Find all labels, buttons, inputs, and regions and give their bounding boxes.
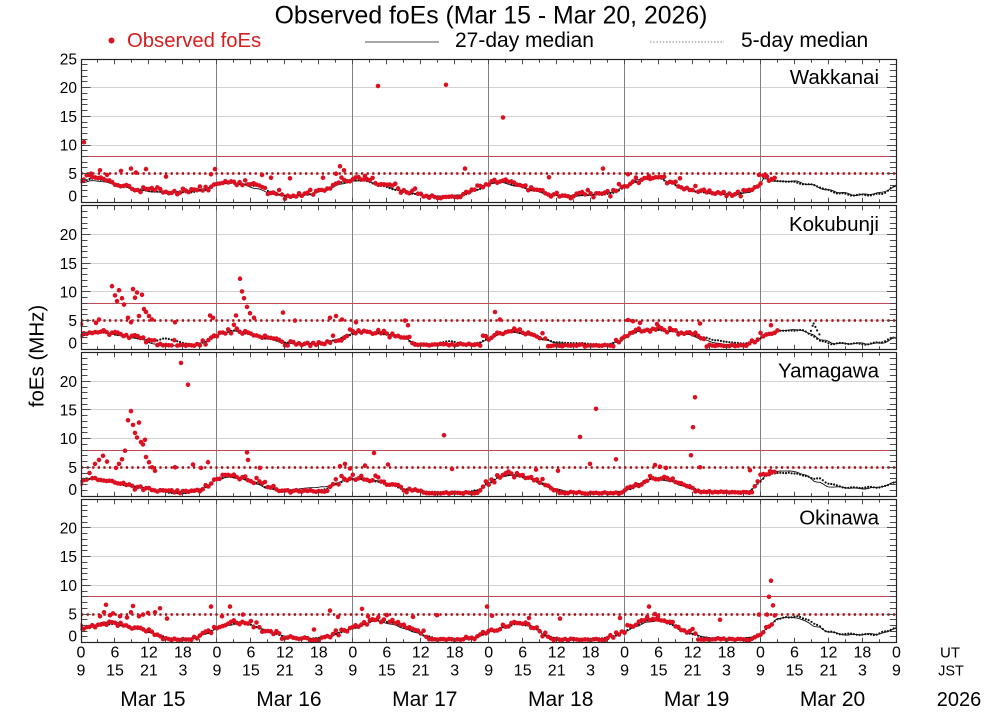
svg-text:10: 10 [60, 578, 78, 595]
svg-text:3: 3 [586, 663, 595, 680]
svg-text:12: 12 [684, 645, 702, 662]
svg-text:15: 15 [60, 109, 77, 126]
svg-text:0: 0 [756, 645, 765, 662]
svg-text:3: 3 [450, 663, 459, 680]
svg-text:10: 10 [60, 138, 78, 155]
svg-text:Okinawa: Okinawa [799, 506, 879, 529]
svg-text:5: 5 [68, 460, 77, 477]
svg-text:0: 0 [68, 335, 77, 352]
svg-text:10: 10 [60, 284, 78, 301]
svg-text:Kokubunji: Kokubunji [789, 213, 879, 236]
svg-text:5: 5 [68, 166, 77, 183]
svg-text:5-day median: 5-day median [741, 29, 868, 52]
svg-text:15: 15 [60, 256, 77, 273]
svg-text:Yamagawa: Yamagawa [778, 360, 880, 383]
svg-text:2026: 2026 [937, 689, 982, 711]
svg-text:0: 0 [68, 482, 77, 499]
svg-text:20: 20 [60, 80, 78, 97]
svg-text:12: 12 [276, 645, 294, 662]
svg-text:21: 21 [548, 663, 566, 680]
svg-text:9: 9 [756, 663, 765, 680]
svg-text:5: 5 [68, 607, 77, 624]
svg-text:21: 21 [276, 663, 294, 680]
svg-text:Mar 19: Mar 19 [664, 688, 729, 711]
svg-text:10: 10 [60, 431, 78, 448]
svg-text:0: 0 [212, 645, 221, 662]
svg-text:Wakkanai: Wakkanai [790, 66, 879, 89]
svg-text:20: 20 [60, 227, 78, 244]
svg-text:9: 9 [212, 663, 221, 680]
svg-text:21: 21 [412, 663, 430, 680]
svg-text:15: 15 [650, 663, 668, 680]
svg-text:18: 18 [582, 645, 600, 662]
svg-text:3: 3 [178, 663, 187, 680]
svg-text:18: 18 [854, 645, 872, 662]
svg-text:12: 12 [412, 645, 430, 662]
svg-text:6: 6 [790, 645, 799, 662]
svg-text:Mar 20: Mar 20 [800, 688, 865, 711]
svg-text:9: 9 [77, 663, 86, 680]
svg-text:15: 15 [106, 663, 124, 680]
svg-text:0: 0 [77, 645, 86, 662]
svg-text:0: 0 [484, 645, 493, 662]
svg-text:JST: JST [938, 664, 964, 680]
svg-text:15: 15 [378, 663, 396, 680]
svg-text:9: 9 [484, 663, 493, 680]
svg-text:0: 0 [892, 645, 901, 662]
svg-text:21: 21 [684, 663, 702, 680]
svg-text:foEs (MHz): foEs (MHz) [26, 305, 49, 408]
svg-text:6: 6 [654, 645, 663, 662]
svg-text:6: 6 [382, 645, 391, 662]
svg-text:Observed foEs (Mar 15 - Mar 20: Observed foEs (Mar 15 - Mar 20, 2026) [275, 3, 708, 30]
svg-text:18: 18 [310, 645, 328, 662]
svg-text:0: 0 [348, 645, 357, 662]
svg-text:12: 12 [140, 645, 158, 662]
svg-text:9: 9 [892, 663, 901, 680]
svg-text:12: 12 [548, 645, 566, 662]
svg-text:27-day median: 27-day median [455, 29, 594, 52]
svg-text:3: 3 [722, 663, 731, 680]
svg-text:6: 6 [111, 645, 120, 662]
svg-text:0: 0 [68, 188, 77, 205]
svg-text:Mar 18: Mar 18 [528, 688, 593, 711]
svg-text:18: 18 [718, 645, 736, 662]
svg-text:0: 0 [620, 645, 629, 662]
svg-text:20: 20 [60, 374, 78, 391]
svg-text:3: 3 [858, 663, 867, 680]
svg-text:5: 5 [68, 313, 77, 330]
svg-text:3: 3 [314, 663, 323, 680]
svg-text:Observed foEs: Observed foEs [127, 30, 261, 52]
svg-text:0: 0 [68, 629, 77, 646]
svg-text:Mar 17: Mar 17 [392, 688, 457, 711]
svg-text:18: 18 [174, 645, 192, 662]
svg-text:21: 21 [820, 663, 838, 680]
svg-text:25: 25 [60, 52, 77, 69]
svg-text:20: 20 [60, 521, 78, 538]
svg-text:9: 9 [620, 663, 629, 680]
svg-text:6: 6 [246, 645, 255, 662]
svg-text:21: 21 [140, 663, 158, 680]
svg-text:18: 18 [446, 645, 464, 662]
svg-text:15: 15 [786, 663, 804, 680]
svg-text:15: 15 [242, 663, 260, 680]
svg-text:UT: UT [940, 645, 960, 662]
svg-text:15: 15 [514, 663, 532, 680]
svg-text:15: 15 [60, 549, 77, 566]
svg-text:6: 6 [518, 645, 527, 662]
svg-text:9: 9 [348, 663, 357, 680]
svg-text:12: 12 [820, 645, 838, 662]
svg-text:15: 15 [60, 403, 77, 420]
svg-text:Mar 15: Mar 15 [120, 688, 185, 711]
svg-text:Mar 16: Mar 16 [256, 688, 321, 711]
